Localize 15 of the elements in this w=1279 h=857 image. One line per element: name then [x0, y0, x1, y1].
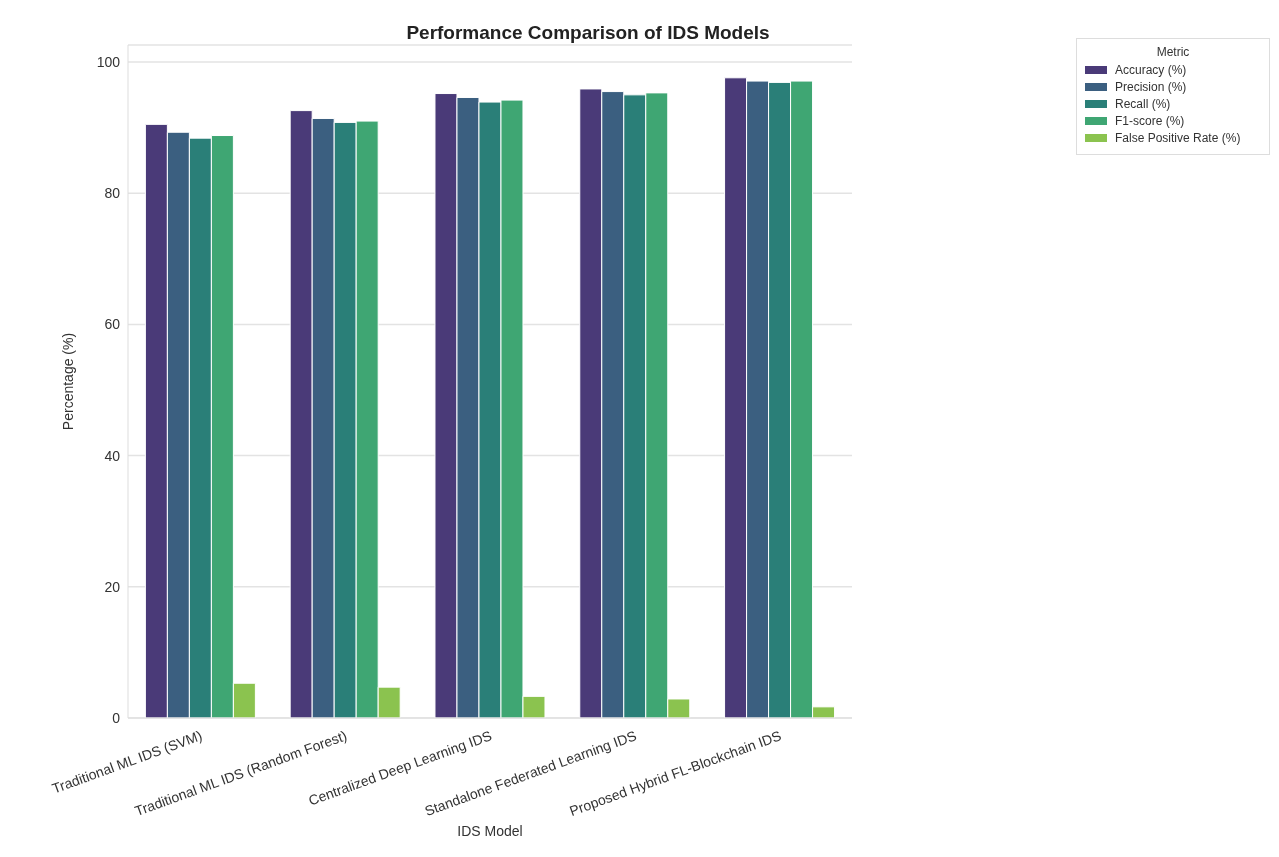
y-tick-label: 60	[104, 316, 121, 333]
y-axis-title: Percentage (%)	[59, 332, 76, 431]
legend-label: Recall (%)	[1115, 97, 1171, 111]
y-tick-label: 80	[104, 185, 121, 202]
legend-label: F1-score (%)	[1115, 114, 1185, 128]
y-tick-label: 100	[96, 54, 121, 71]
legend-label: Precision (%)	[1115, 80, 1187, 94]
x-axis-title: IDS Model	[457, 823, 523, 839]
legend-label: Accuracy (%)	[1115, 63, 1187, 77]
legend-title: Metric	[1155, 45, 1191, 59]
y-tick-label: 0	[112, 709, 121, 726]
chart-title: Performance Comparison of IDS Models	[405, 22, 771, 44]
y-tick-label: 40	[104, 447, 121, 464]
legend-label: False Positive Rate (%)	[1115, 131, 1241, 145]
y-tick-label: 20	[104, 578, 121, 595]
